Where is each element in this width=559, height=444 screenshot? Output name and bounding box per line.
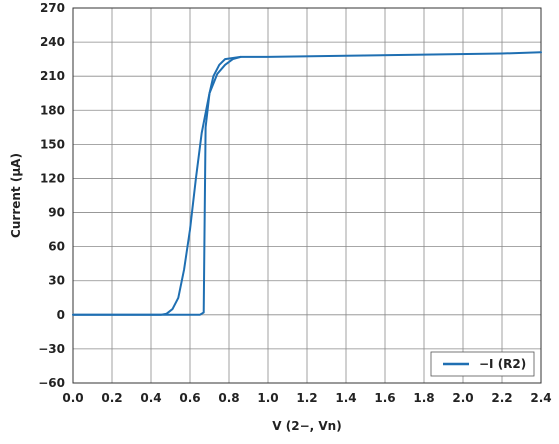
x-axis-ticks: 0.0 0.2 0.4 0.6 0.8 1.0 1.2 1.4 1.6 1.8 2.0 2.2 2.4 xyxy=(62,391,551,405)
x-tick-label: 0.2 xyxy=(101,391,122,405)
series-line xyxy=(72,51,542,316)
y-tick-label: 150 xyxy=(40,137,65,151)
y-tick-label: 120 xyxy=(40,171,65,185)
x-tick-label: 0.0 xyxy=(62,391,83,405)
y-tick-label: 60 xyxy=(48,240,65,254)
x-tick-label: 1.4 xyxy=(335,391,356,405)
x-tick-label: 2.0 xyxy=(452,391,473,405)
x-tick-label: 1.0 xyxy=(257,391,278,405)
x-tick-label: 0.6 xyxy=(179,391,200,405)
y-tick-label: 180 xyxy=(40,103,65,117)
x-tick-label: 2.2 xyxy=(491,391,512,405)
y-tick-label: 240 xyxy=(40,35,65,49)
y-tick-label: 210 xyxy=(40,69,65,83)
x-tick-label: 1.6 xyxy=(374,391,395,405)
y-tick-label: −30 xyxy=(38,342,65,356)
y-tick-label: 90 xyxy=(48,206,65,220)
y-tick-label: −60 xyxy=(38,376,65,390)
x-tick-label: 0.4 xyxy=(140,391,161,405)
y-axis-ticks: 270 240 210 180 150 120 90 60 30 0 −30 −60 xyxy=(38,1,65,390)
x-tick-label: 1.2 xyxy=(296,391,317,405)
x-axis-title: V (2−, Vn) xyxy=(272,419,341,433)
series-layer xyxy=(72,51,542,316)
y-axis-title: Current (µA) xyxy=(9,153,23,238)
y-tick-label: 270 xyxy=(40,1,65,15)
x-tick-label: 1.8 xyxy=(413,391,434,405)
x-tick-label: 0.8 xyxy=(218,391,239,405)
series-line xyxy=(72,55,242,316)
x-tick-label: 2.4 xyxy=(530,391,551,405)
y-tick-label: 30 xyxy=(48,274,65,288)
y-tick-label: 0 xyxy=(57,308,65,322)
plot-frame xyxy=(72,7,542,384)
legend-label: −I (R2) xyxy=(479,357,526,371)
